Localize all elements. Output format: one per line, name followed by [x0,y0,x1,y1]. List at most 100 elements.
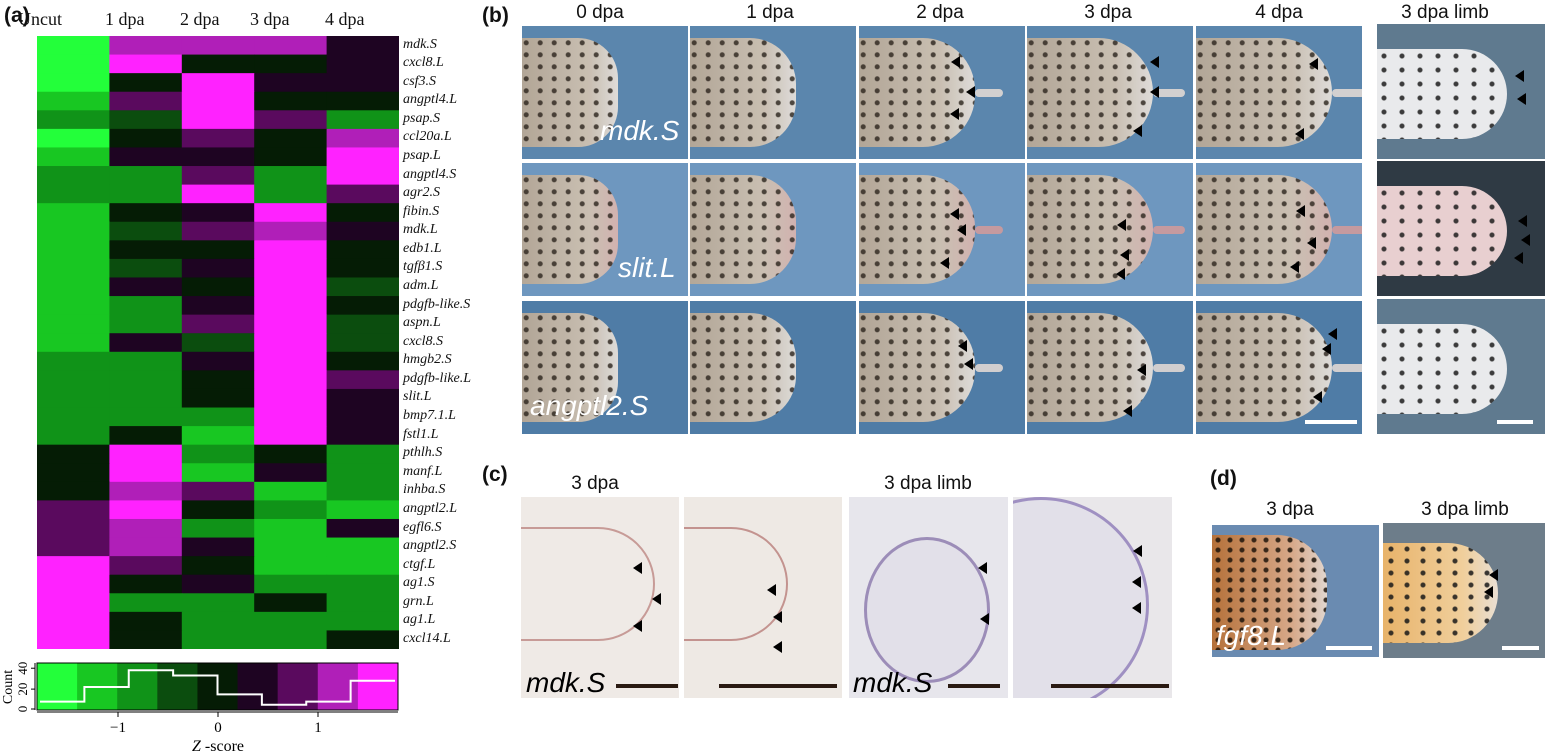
heatmap-cell [109,166,183,186]
fgf8-tail-photo [1212,525,1379,657]
arrowhead-marker [1328,328,1337,340]
scale-bar [948,684,1000,688]
fgf8-limb-photo [1383,523,1545,658]
gene-label: csf3.S [403,73,437,89]
heatmap-cell [109,556,183,576]
heatmap-cell [326,388,399,409]
panel-label-d: (d) [1210,467,1237,490]
heatmap-cell [254,463,328,483]
heatmap-cell [109,203,183,223]
arrowhead-marker [1296,205,1305,217]
panel-label-b: (b) [482,4,509,27]
arrowhead-marker [1322,343,1331,355]
panel-b-column-header: 4 dpa [1255,2,1303,23]
heatmap-cell [326,240,399,260]
panel-b-column-header: 0 dpa [576,2,624,23]
arrowhead-marker [773,611,782,623]
gene-label: angptl4.S [403,166,457,182]
gene-label: ctgf.L [403,556,436,572]
tadpole-tail-photo [690,301,856,434]
heatmap-cell [109,296,183,316]
arrowhead-marker [1117,219,1126,231]
gene-overlay-label: angptl2.S [530,390,649,421]
scale-bar [1305,420,1357,424]
arrowhead-marker [1133,125,1142,137]
heatmap-cell [254,370,328,390]
heatmap-cell [181,203,255,223]
heatmap-cell [37,407,110,427]
colorbar-swatch [277,663,319,710]
z-tick-label: 1 [314,720,322,736]
regenerate-bud [1332,88,1362,97]
z-tick-label: 0 [214,720,222,736]
heatmap-cell [326,147,399,167]
heatmap-cell [37,314,110,334]
heatmap-cell [181,166,255,186]
heatmap-cell [109,73,183,93]
heatmap-cell [109,426,183,446]
limb-bud [1383,543,1498,643]
heatmap-cell [109,91,183,111]
panel-c-header-3dpa: 3 dpa [571,473,619,494]
heatmap-cell [181,463,255,483]
gene-overlay-label: slit.L [618,252,676,283]
heatmap-cell [254,314,328,334]
heatmap-cell [254,36,328,56]
heatmap-cell [326,611,399,631]
arrowhead-marker [773,641,782,653]
arrowhead-marker [1521,234,1530,246]
heatmap-cell [326,500,399,520]
heatmap-cell [254,277,328,297]
heatmap-column-header: 1 dpa [105,9,145,29]
gene-label: cxcl8.L [403,55,444,71]
heatmap-cell [37,351,110,371]
tail-tissue [859,175,975,284]
heatmap-cell [37,221,110,241]
heatmap-cell [326,277,399,297]
heatmap-cell [254,481,328,501]
heatmap-cell [326,54,399,74]
count-axis-label: Count [1,670,16,704]
heatmap-cell [254,351,328,371]
heatmap-cell [109,240,183,260]
in-situ-section-photo [849,497,1008,698]
tadpole-tail-photo [690,26,856,159]
heatmap-column-header: Uncut [18,9,62,29]
tadpole-tail-photo [1196,163,1362,296]
gene-label: angptl4.L [403,92,458,108]
panel-b-column-header: 1 dpa [746,2,794,23]
gene-label: cxcl14.L [403,630,451,646]
heatmap-cell [181,184,255,204]
arrowhead-marker [957,224,966,236]
heatmap-cell [181,36,255,56]
heatmap-cell [181,370,255,390]
heatmap-cell [254,54,328,74]
heatmap-cell [109,221,183,241]
tail-tissue [1196,175,1332,284]
gene-label: grn.L [403,593,434,609]
tail-tissue [1196,313,1332,422]
tail-tissue [1027,175,1153,284]
heatmap-cell [37,166,110,186]
heatmap-cell [326,91,399,111]
heatmap-cell [326,258,399,278]
heatmap-column-header: 4 dpa [325,9,365,29]
heatmap-cell [254,73,328,93]
tadpole-tail-photo [1027,301,1193,434]
heatmap-cell [109,110,183,130]
heatmap-cell [181,537,255,557]
heatmap-cell [181,277,255,297]
count-tick-label: 20 [15,683,30,696]
heatmap-cell [109,593,183,613]
heatmap-cell [37,370,110,390]
gene-label: angptl2.L [403,500,458,516]
heatmap-cell [254,184,328,204]
arrowhead-marker [940,257,949,269]
heatmap-cell [37,574,110,594]
arrowhead-marker [767,584,776,596]
heatmap-cell [109,370,183,390]
heatmap-cell [326,370,399,390]
heatmap-cell [181,240,255,260]
arrowhead-marker [978,562,987,574]
tadpole-tail-photo [1027,163,1193,296]
